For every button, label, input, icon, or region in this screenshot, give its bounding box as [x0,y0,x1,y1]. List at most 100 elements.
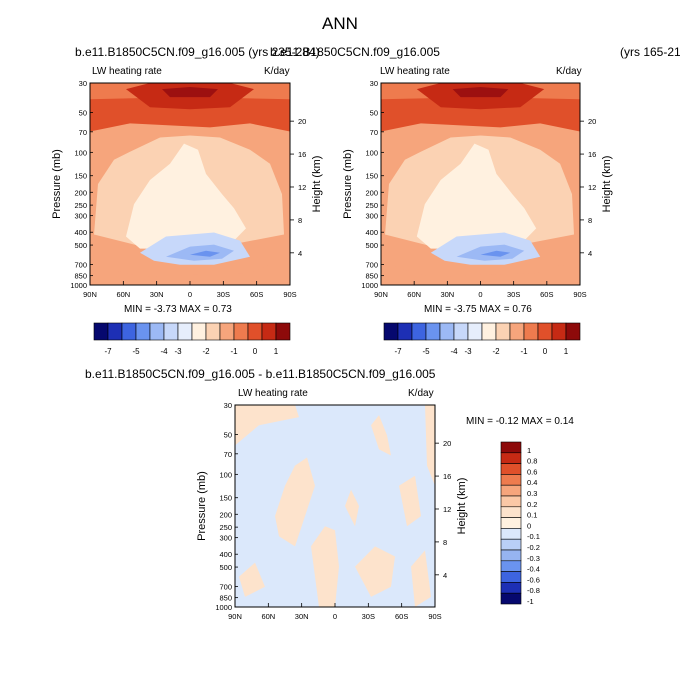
pressure-tick-label: 1000 [215,603,232,612]
panel2-contours [381,83,580,285]
panel3-units-label: K/day [408,388,434,399]
colorbar3-label: 0 [527,521,531,530]
colorbar2-label: 0 [543,347,548,356]
colorbar3-box [500,517,522,529]
lat-tick-label: 60S [250,290,263,299]
colorbar2-box [425,322,441,341]
lat-tick-label: 90S [428,612,441,621]
contour-fill-max [162,87,218,98]
contour-fill-surface [381,260,580,285]
panel3-plot [234,404,436,608]
colorbar3-box [500,592,522,605]
lat-tick-label: 0 [188,290,192,299]
colorbar2-box [383,322,399,341]
pressure-tick-label: 500 [74,241,87,250]
colorbar1-label: -3 [174,347,182,356]
panel1-plot [89,82,291,286]
contour-fill-positive [371,415,391,456]
contour-fill-blue [190,250,220,257]
colorbar1-box [149,322,165,341]
panel2-units-label: K/day [556,66,582,77]
pressure-tick-label: 30 [370,79,378,88]
lat-tick-label: 90N [83,290,97,299]
pressure-tick-label: 100 [74,148,87,157]
colorbar1-label: -7 [104,347,112,356]
colorbar1-box [135,322,151,341]
colorbar1-box [177,322,193,341]
colorbar3-label: -0.3 [527,554,540,563]
pressure-tick-label: 150 [219,494,232,503]
lat-tick-label: 90S [283,290,296,299]
colorbar2-label: -3 [464,347,472,356]
lat-tick-label: 30S [217,290,230,299]
pressure-tick-label: 250 [365,201,378,210]
colorbar2-box [453,322,469,341]
colorbar3-box [500,463,522,475]
colorbar3-label: 0.6 [527,467,537,476]
colorbar1-label: 1 [274,347,279,356]
pressure-tick-label: 400 [219,550,232,559]
lat-tick-label: 30N [295,612,309,621]
pressure-tick-label: 250 [74,201,87,210]
pressure-tick-label: 1000 [70,281,87,290]
lat-tick-label: 0 [333,612,337,621]
colorbar2-box [509,322,525,341]
colorbar1-label: -2 [202,347,210,356]
contour-fill-max [452,87,509,98]
pressure-tick-label: 100 [219,470,232,479]
panel2-stats: MIN = -3.75 MAX = 0.76 [424,304,532,315]
colorbar2-box [439,322,455,341]
panel3-case-title: b.e11.B1850C5CN.f09_g16.005 - b.e11.B185… [85,367,436,381]
pressure-tick-label: 200 [365,188,378,197]
lat-tick-label: 90N [228,612,242,621]
pressure-tick-label: 200 [74,188,87,197]
colorbar1-box [93,322,109,341]
lat-tick-label: 30N [150,290,164,299]
pressure-tick-label: 400 [74,228,87,237]
colorbar1-box [163,322,179,341]
colorbar2-label: -1 [520,347,528,356]
pressure-tick-label: 850 [219,594,232,603]
contour-fill-positive [425,405,435,486]
lat-tick-label: 60S [395,612,408,621]
colorbar2-label: -5 [422,347,430,356]
pressure-tick-label: 150 [74,172,87,181]
contour-fill-positive [235,405,299,446]
pressure-tick-label: 1000 [361,281,378,290]
contour-fill-blue [480,250,511,257]
colorbar3-box [500,571,522,583]
colorbar1-box [191,322,207,341]
colorbar1-label: -4 [160,347,168,356]
lat-tick-label: 60N [116,290,130,299]
lat-tick-label: 30N [440,290,454,299]
lat-tick-label: 60N [407,290,421,299]
colorbar1-box [275,322,291,341]
colorbar2-box [397,322,413,341]
pressure-tick-label: 700 [219,582,232,591]
panel2-ylabel-right: Height (km) [601,156,613,213]
panel3-ylabel: Pressure (mb) [196,471,208,541]
height-tick-label: 20 [298,117,306,126]
colorbar1-label: 0 [253,347,258,356]
colorbar2-box [565,322,581,341]
colorbar3-label: 0.1 [527,511,537,520]
lat-tick-label: 60S [540,290,553,299]
contour-fill-cream [126,143,246,249]
contour-fill-surface [90,260,290,285]
panel1-variable-label: LW heating rate [92,66,162,77]
panel2-case-years: (yrs 165-21 [620,45,680,59]
lat-tick-label: 30S [362,612,375,621]
colorbar1-box [233,322,249,341]
lat-tick-label: 0 [478,290,482,299]
pressure-tick-label: 200 [219,510,232,519]
height-tick-label: 4 [588,249,592,258]
pressure-tick-label: 300 [365,212,378,221]
pressure-tick-label: 50 [224,430,232,439]
colorbar2-label: 1 [564,347,569,356]
colorbar2-box [495,322,511,341]
panel3-contours [235,405,435,607]
colorbar3-label: -0.8 [527,586,540,595]
height-tick-label: 20 [588,117,596,126]
pressure-tick-label: 70 [79,128,87,137]
height-tick-label: 16 [588,150,596,159]
